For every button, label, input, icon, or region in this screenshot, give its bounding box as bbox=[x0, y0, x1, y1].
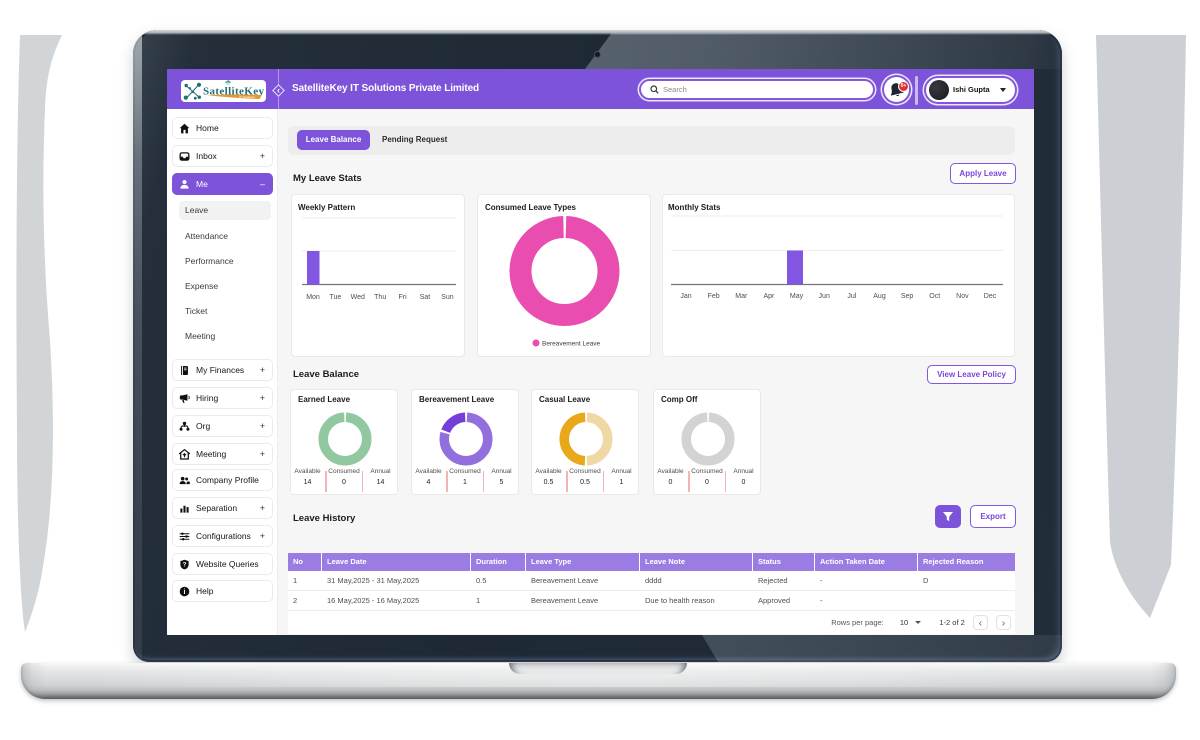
svg-text:Jun: Jun bbox=[819, 293, 830, 300]
svg-text:Nov: Nov bbox=[956, 293, 969, 300]
svg-text:Sat: Sat bbox=[420, 294, 431, 301]
svg-text:Wed: Wed bbox=[351, 294, 365, 301]
svg-text:Aug: Aug bbox=[873, 293, 886, 300]
svg-text:May: May bbox=[790, 293, 804, 300]
svg-text:Tue: Tue bbox=[329, 294, 341, 301]
svg-text:?: ? bbox=[183, 561, 187, 568]
svg-text:Fri: Fri bbox=[399, 294, 408, 301]
svg-text:Feb: Feb bbox=[708, 293, 720, 300]
svg-text:Oct: Oct bbox=[929, 293, 940, 300]
svg-text:Mar: Mar bbox=[735, 293, 748, 300]
svg-text:Sep: Sep bbox=[901, 293, 914, 300]
svg-text:Jan: Jan bbox=[680, 293, 691, 300]
svg-text:Apr: Apr bbox=[763, 293, 775, 300]
svg-text:Bereavement Leave: Bereavement Leave bbox=[542, 341, 601, 348]
svg-text:SatelliteKey: SatelliteKey bbox=[203, 86, 265, 98]
svg-text:IT Solutions: IT Solutions bbox=[239, 95, 255, 99]
svg-text:Thu: Thu bbox=[374, 294, 386, 301]
svg-text:Sun: Sun bbox=[441, 294, 454, 301]
svg-text:Dec: Dec bbox=[984, 293, 997, 300]
svg-text:Mon: Mon bbox=[306, 294, 320, 301]
svg-text:i: i bbox=[184, 588, 186, 595]
svg-text:Jul: Jul bbox=[847, 293, 856, 300]
